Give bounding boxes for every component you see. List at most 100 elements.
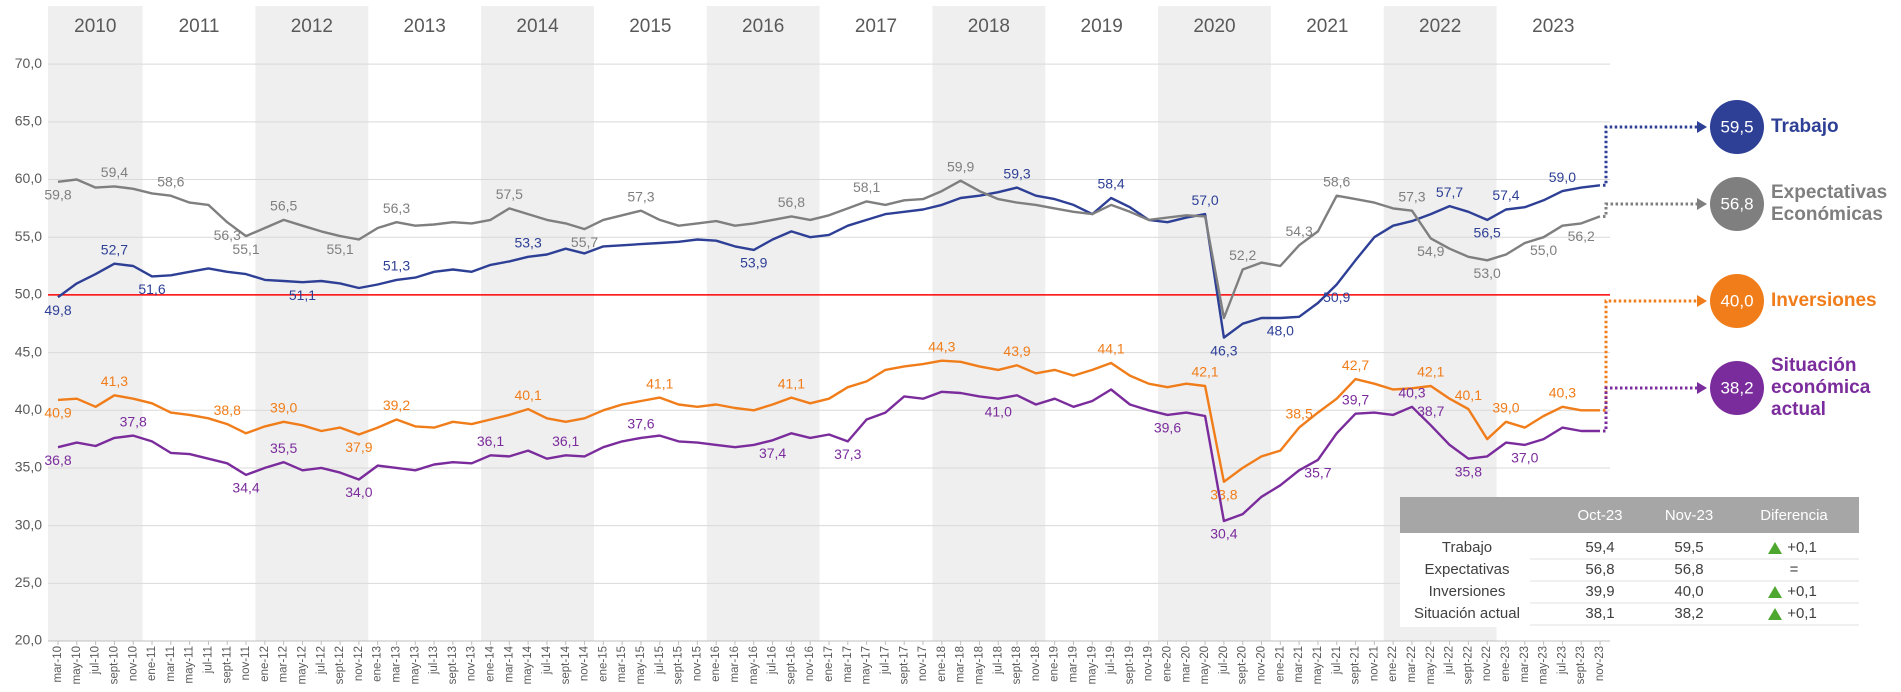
y-tick-label: 25,0: [15, 574, 42, 590]
x-tick-label: nov-18: [1030, 646, 1042, 681]
x-tick-label: jul-18: [992, 646, 1004, 675]
x-tick-label: ene-11: [146, 646, 158, 681]
table-cell: 38,1: [1585, 605, 1614, 622]
year-label: 2012: [291, 16, 333, 37]
data-label: 41,1: [778, 375, 805, 391]
x-tick-label: mar-14: [503, 645, 515, 682]
x-tick-label: may-21: [1312, 646, 1324, 684]
table-header: Oct-23: [1577, 507, 1622, 524]
data-label: 41,3: [101, 373, 128, 389]
data-label: 37,3: [834, 446, 861, 462]
data-label: 41,1: [646, 375, 673, 391]
data-label: 37,6: [627, 416, 654, 432]
data-label: 38,7: [1417, 403, 1444, 419]
year-band: [1158, 6, 1271, 641]
legend-label: Situación económica actual: [1771, 355, 1871, 420]
value-bubble: [1710, 177, 1764, 231]
data-label: 37,9: [345, 439, 372, 455]
year-label: 2022: [1419, 16, 1461, 37]
data-label: 42,7: [1342, 357, 1369, 373]
data-label: 37,0: [1511, 450, 1538, 466]
bubble-label: 59,5: [1720, 117, 1753, 136]
data-label: 53,0: [1474, 265, 1501, 281]
x-tick-label: jul-20: [1218, 646, 1230, 675]
series-line: [57, 359, 1600, 483]
connector: [1603, 386, 1698, 433]
x-tick-label: mar-21: [1293, 646, 1305, 682]
table-header: Nov-23: [1665, 507, 1713, 524]
x-tick-label: nov-15: [691, 646, 703, 681]
x-tick-label: nov-20: [1256, 646, 1268, 681]
y-tick-label: 30,0: [15, 516, 42, 532]
x-tick-label: jul-17: [879, 646, 891, 675]
value-bubble: [1710, 100, 1764, 154]
x-tick-label: ene-15: [597, 646, 609, 682]
x-tick-label: mar-16: [729, 646, 741, 682]
series-line: [57, 388, 1600, 523]
x-tick-label: may-17: [861, 646, 873, 684]
data-label: 51,3: [383, 258, 410, 274]
data-label: 55,0: [1530, 242, 1557, 258]
year-label: 2018: [968, 16, 1010, 37]
x-tick-label: ene-14: [485, 645, 497, 681]
x-tick-label: jul-16: [767, 646, 779, 675]
data-label: 56,8: [778, 194, 805, 210]
x-tick-label: jul-14: [541, 645, 553, 675]
data-label: 56,5: [270, 198, 297, 214]
x-tick-label: nov-12: [353, 646, 365, 681]
x-tick-label: ene-13: [372, 646, 384, 682]
x-tick-label: sept-14: [560, 645, 572, 684]
data-label: 55,7: [571, 234, 598, 250]
x-tick-label: sept-20: [1237, 646, 1249, 684]
data-label: 57,5: [496, 186, 523, 202]
data-label: 34,4: [232, 480, 259, 496]
x-tick-label: nov-10: [127, 646, 139, 681]
data-label: 37,8: [120, 413, 147, 429]
data-label: 58,1: [853, 179, 880, 195]
data-label: 42,1: [1191, 364, 1218, 380]
data-label: 40,1: [1455, 387, 1482, 403]
year-label: 2010: [74, 16, 116, 37]
x-tick-label: sept-16: [785, 646, 797, 684]
data-label: 41,0: [985, 403, 1012, 419]
bubble-label: 56,8: [1720, 194, 1753, 213]
x-tick-label: may-12: [296, 646, 308, 684]
table-header: Diferencia: [1760, 507, 1828, 524]
x-tick-label: sept-18: [1011, 646, 1023, 684]
x-tick-label: ene-17: [823, 646, 835, 682]
data-label: 39,0: [1492, 400, 1519, 416]
x-tick-label: mar-15: [616, 646, 628, 682]
x-tick-label: mar-19: [1067, 646, 1079, 682]
data-label: 59,4: [101, 164, 128, 180]
data-label: 42,1: [1417, 364, 1444, 380]
data-label: 49,8: [44, 302, 71, 318]
x-tick-label: ene-16: [710, 646, 722, 682]
data-label: 53,3: [514, 235, 541, 251]
data-label: 56,5: [1474, 225, 1501, 241]
x-tick-label: may-15: [635, 646, 647, 684]
table-cell: +0,1: [1787, 583, 1817, 600]
x-tick-label: may-22: [1425, 646, 1437, 684]
x-tick-label: jul-13: [428, 646, 440, 675]
arrow-head: [1697, 198, 1707, 210]
data-label: 39,0: [270, 400, 297, 416]
year-label: 2020: [1193, 16, 1235, 37]
up-icon: [1768, 608, 1782, 620]
year-label: 2015: [629, 16, 671, 37]
x-tick-label: mar-11: [165, 646, 177, 682]
x-tick-label: nov-19: [1143, 646, 1155, 681]
x-tick-label: nov-22: [1481, 646, 1493, 681]
y-tick-label: 55,0: [15, 228, 42, 244]
up-icon: [1768, 542, 1782, 554]
x-tick-label: may-10: [71, 646, 83, 684]
table-cell: 38,2: [1674, 605, 1703, 622]
y-tick-label: 35,0: [15, 459, 42, 475]
x-tick-label: ene-21: [1274, 646, 1286, 682]
x-tick-label: jul-22: [1444, 646, 1456, 675]
y-tick-label: 40,0: [15, 401, 42, 417]
data-label: 56,2: [1568, 228, 1595, 244]
x-tick-label: nov-17: [917, 646, 929, 681]
x-tick-label: nov-13: [466, 646, 478, 681]
data-label: 35,7: [1304, 465, 1331, 481]
